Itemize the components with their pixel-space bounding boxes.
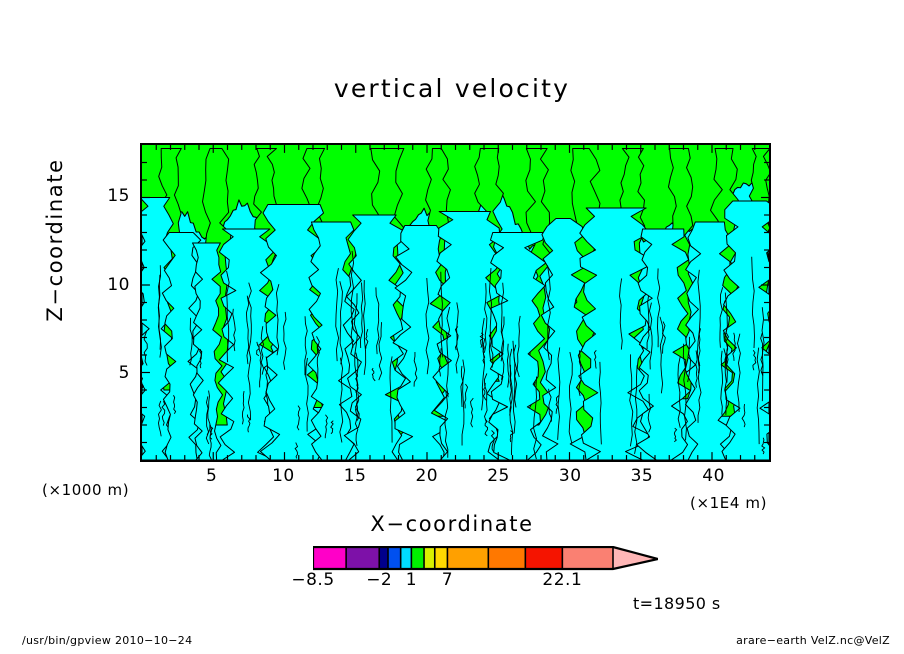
colorbar-swatches [313,546,658,571]
footer-source: arare−earth VelZ.nc@VelZ [736,634,890,647]
colorbar-tick-label: −2 [366,570,393,590]
y-tick-label: 15 [107,186,130,207]
x-tick-label: 20 [415,466,439,486]
colorbar-tick-label: 1 [405,570,418,590]
time-stamp: t=18950 s [633,594,721,613]
contour-plot-area [140,143,771,462]
x-tick-label: 35 [630,466,654,486]
y-tick-label: 5 [118,363,130,384]
y-axis-title: Z−coordinate [43,158,67,322]
x-axis-unit-note: (×1000 m) [42,481,130,499]
x-tick-label: 5 [206,466,218,486]
contour-field [142,145,769,460]
x-tick-label: 40 [702,466,725,486]
colorbar [313,546,658,572]
colorbar-tick-label: −8.5 [291,570,335,590]
x-tick-label: 10 [272,466,295,486]
y-axis-unit-note: (×1E4 m) [690,494,768,512]
x-axis-title: X−coordinate [370,512,534,536]
x-tick-label: 30 [558,466,582,486]
colorbar-tick-label: 7 [441,570,454,590]
colorbar-tick-label: 22.1 [542,570,583,590]
x-tick-label: 25 [487,466,510,486]
x-tick-label: 15 [343,466,367,486]
page-title: vertical velocity [333,74,571,103]
y-tick-label: 10 [107,274,130,295]
footer-command: /usr/bin/gpview 2010−10−24 [22,634,193,647]
